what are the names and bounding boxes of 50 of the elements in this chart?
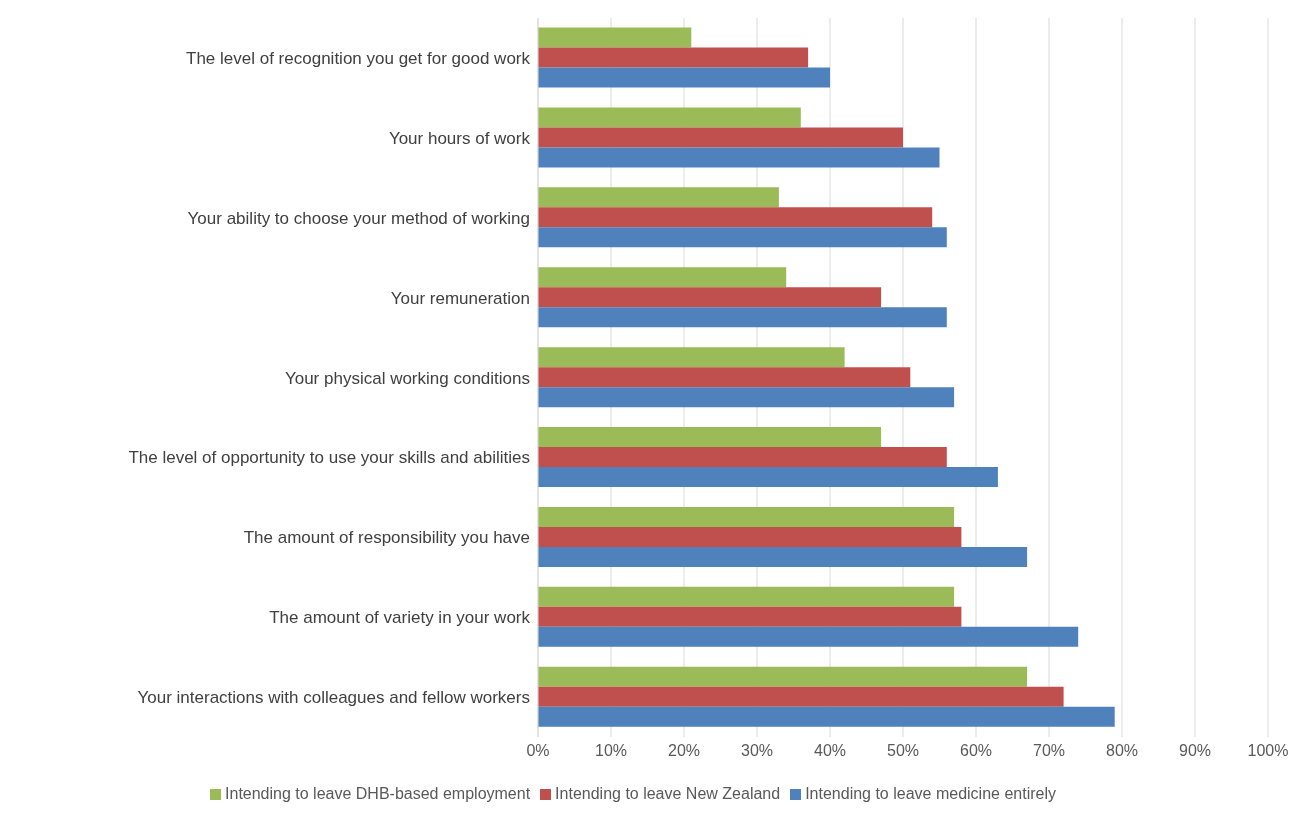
x-tick-label: 50% [886,742,920,760]
bar [538,706,1115,727]
y-tick-label: The level of recognition you get for good work [186,48,531,68]
y-tick-label: Your hours of work [388,128,531,148]
bar [538,626,1079,647]
y-tick-label: Your remuneration [390,288,530,308]
bar [538,227,947,248]
bar [538,546,1028,567]
x-tick-label: 70% [1032,742,1066,760]
legend-label: Intending to leave New Zealand [555,785,781,802]
x-tick-label: 40% [813,742,847,760]
bar [538,447,947,468]
y-tick-label: The amount of responsibility you have [243,528,530,548]
y-tick-label: Your physical working conditions [284,368,530,388]
bar [538,287,882,308]
bar [538,147,940,168]
x-tick-label: 80% [1105,742,1139,760]
y-tick-label: The amount of variety in your work [269,608,531,628]
y-tick-label: Your ability to choose your method of working [187,208,530,228]
y-tick-label: The level of opportunity to use your skills and abilities [128,448,530,468]
bar [538,526,962,547]
bar [538,267,787,288]
bar [538,127,903,148]
x-tick-label: 0% [526,742,550,760]
x-tick-label: 20% [667,742,701,760]
bar [538,686,1064,707]
bar [538,506,955,527]
bar [538,187,779,208]
bar [538,207,933,228]
bar [538,606,962,627]
bar [538,347,845,368]
y-tick-label: Your interactions with colleagues and fellow workers [137,688,530,708]
bar [538,427,882,448]
legend-label: Intending to leave DHB-based employment [225,785,531,802]
bar [538,107,801,128]
bar [538,387,955,408]
bar [538,307,947,328]
bar [538,586,955,607]
legend-label: Intending to leave medicine entirely [805,785,1056,802]
x-tick-label: 30% [740,742,774,760]
x-tick-label: 60% [959,742,993,760]
bar [538,666,1028,687]
x-tick-label: 10% [594,742,628,760]
x-tick-label: 100% [1247,742,1289,760]
bar [538,467,998,488]
x-tick-label: 90% [1178,742,1212,760]
bar [538,67,830,88]
bar [538,27,692,48]
bar [538,367,911,388]
bar [538,47,809,68]
